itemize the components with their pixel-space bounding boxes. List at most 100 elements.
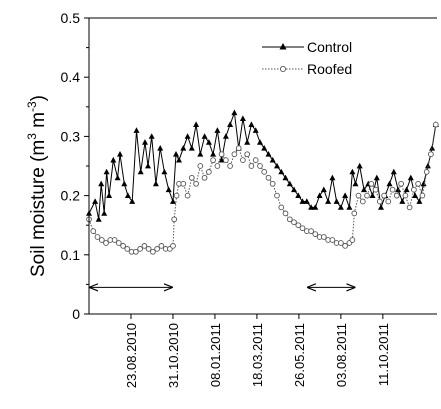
data-point-control	[248, 121, 255, 127]
data-point-roofed	[158, 243, 165, 249]
data-point-control	[395, 186, 402, 193]
data-point-control	[299, 198, 306, 204]
legend-roofed-marker	[279, 65, 287, 73]
data-point-control	[137, 168, 144, 175]
y-axis-title-exp1: 3	[25, 133, 39, 140]
data-point-roofed	[94, 234, 101, 240]
data-point-control	[265, 151, 272, 157]
y-axis-title-exp2: -3	[25, 101, 39, 112]
data-point-control	[274, 162, 280, 169]
data-point-roofed	[312, 231, 319, 237]
data-point-control	[286, 180, 293, 187]
data-point-roofed	[188, 174, 195, 181]
data-point-control	[424, 162, 431, 169]
data-point-roofed	[180, 180, 187, 187]
data-point-roofed	[257, 163, 263, 169]
data-point-roofed	[406, 204, 413, 211]
data-point-control	[399, 198, 406, 204]
data-point-control	[110, 156, 117, 163]
y-tick-label: 0.4	[61, 69, 81, 85]
legend-control-label: Control	[307, 39, 352, 55]
data-point-control	[197, 151, 204, 157]
data-point-control	[117, 151, 123, 157]
data-point-control	[101, 210, 108, 216]
data-point-control	[157, 145, 164, 151]
data-point-roofed	[120, 243, 126, 249]
data-point-control	[261, 145, 268, 151]
y-tick-label: 0.2	[61, 188, 81, 204]
data-point-control	[361, 186, 367, 193]
data-point-control	[170, 198, 176, 204]
data-point-roofed	[385, 198, 392, 205]
x-tick-label: 18.03.2011	[250, 323, 265, 387]
data-point-roofed	[423, 169, 430, 175]
data-point-control	[346, 204, 353, 210]
data-point-control	[98, 180, 105, 187]
y-tick-label: 0.1	[61, 247, 81, 263]
data-point-roofed	[402, 192, 409, 199]
data-point-control	[320, 186, 327, 193]
data-point-roofed	[231, 151, 238, 158]
data-point-roofed	[372, 186, 379, 193]
data-point-roofed	[349, 237, 356, 243]
data-point-roofed	[252, 157, 259, 163]
data-point-control	[291, 186, 297, 193]
data-point-control	[369, 192, 376, 198]
data-point-roofed	[132, 248, 139, 255]
data-point-control	[188, 145, 195, 151]
data-point-roofed	[214, 163, 221, 169]
x-tick-label: 03.08.2011	[334, 323, 349, 387]
data-point-roofed	[210, 157, 216, 163]
data-point-control	[412, 192, 419, 198]
y-tick-label: 0	[72, 306, 80, 322]
data-point-control	[222, 133, 229, 139]
data-point-control	[214, 127, 221, 133]
data-point-roofed	[193, 180, 199, 187]
data-point-roofed	[184, 192, 191, 199]
data-point-control	[227, 121, 234, 127]
data-point-roofed	[154, 246, 160, 252]
data-point-roofed	[342, 243, 348, 249]
data-point-roofed	[282, 210, 289, 217]
x-tick-label: 08.01.2011	[208, 323, 223, 387]
data-point-roofed	[389, 186, 396, 193]
data-point-control	[165, 186, 172, 193]
data-point-control	[121, 180, 128, 187]
data-point-roofed	[170, 243, 176, 249]
data-point-roofed	[278, 204, 285, 211]
data-point-control	[173, 151, 179, 157]
data-point-roofed	[227, 163, 233, 169]
data-point-roofed	[90, 228, 97, 234]
data-point-roofed	[141, 243, 148, 249]
data-point-control	[312, 204, 319, 210]
axis-layer	[84, 17, 437, 319]
y-tick-label: 0.5	[61, 10, 81, 26]
data-point-roofed	[235, 145, 242, 152]
x-tick-label: 26.05.2011	[292, 323, 307, 387]
data-point-control	[124, 192, 131, 198]
data-point-control	[342, 192, 349, 198]
data-point-control	[356, 162, 363, 169]
data-point-roofed	[269, 180, 276, 187]
data-point-control	[133, 127, 140, 133]
data-point-roofed	[197, 163, 204, 169]
data-point-roofed	[291, 219, 297, 226]
data-point-roofed	[111, 237, 118, 243]
data-point-roofed	[295, 222, 302, 229]
data-point-control	[282, 174, 289, 181]
data-point-roofed	[261, 169, 268, 175]
data-point-roofed	[364, 192, 370, 199]
y-tick-label: 0.3	[61, 128, 81, 144]
data-point-roofed	[173, 192, 180, 199]
data-point-control	[403, 186, 410, 193]
data-point-roofed	[393, 192, 400, 199]
data-point-control	[333, 198, 340, 204]
data-point-control	[252, 127, 259, 133]
data-point-control	[316, 192, 323, 198]
data-point-roofed	[223, 157, 229, 163]
data-point-roofed	[338, 240, 344, 246]
data-point-roofed	[201, 174, 208, 181]
data-point-control	[184, 133, 191, 139]
data-point-control	[180, 145, 187, 151]
